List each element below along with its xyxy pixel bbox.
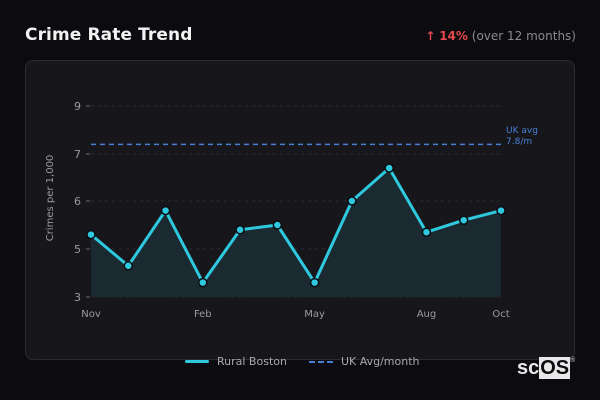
series-points [86, 163, 506, 288]
data-point[interactable] [86, 229, 96, 240]
legend-series-label: Rural Boston [217, 355, 287, 368]
y-axis-label: Crimes per 1,000 [45, 155, 56, 242]
legend-reference-label: UK Avg/month [340, 355, 420, 368]
svg-text:7: 7 [74, 148, 81, 161]
reference-annotation-value: 7.8/m [506, 137, 532, 147]
dashed-line-swatch-icon [308, 360, 333, 363]
svg-text:5: 5 [74, 243, 81, 256]
chart-title: Crime Rate Trend [25, 25, 193, 45]
svg-text:9: 9 [74, 100, 81, 113]
y-axis-ticks: 3 5 6 7 9 [74, 100, 90, 304]
svg-text:Aug: Aug [417, 309, 437, 320]
trend-delta: ↑ 14% (over 12 months) [425, 29, 576, 43]
data-point[interactable] [272, 220, 283, 230]
svg-text:Nov: Nov [81, 309, 101, 320]
up-arrow-icon: ↑ [425, 29, 436, 43]
data-point[interactable] [309, 277, 320, 288]
data-point[interactable] [458, 215, 469, 225]
svg-text:3: 3 [74, 291, 81, 304]
reference-annotation: UK avg [506, 126, 538, 136]
data-point[interactable] [421, 227, 432, 237]
data-point[interactable] [123, 261, 134, 271]
data-point[interactable] [235, 225, 245, 235]
solid-line-swatch-icon [185, 360, 209, 363]
chart-legend: Rural Boston UK Avg/month [185, 355, 420, 368]
data-point[interactable] [347, 196, 357, 206]
data-point[interactable] [384, 163, 394, 173]
data-point[interactable] [496, 205, 506, 216]
delta-note: (over 12 months) [471, 29, 576, 43]
svg-text:6: 6 [74, 195, 81, 208]
svg-text:Feb: Feb [194, 309, 212, 320]
svg-text:Oct: Oct [492, 309, 509, 320]
delta-value: 14% [439, 29, 468, 43]
svg-text:May: May [304, 309, 325, 320]
data-point[interactable] [198, 277, 208, 288]
chart-card [25, 60, 575, 360]
legend-item-reference[interactable]: UK Avg/month [308, 355, 420, 368]
data-point[interactable] [160, 205, 171, 216]
scos-logo: scOS® [517, 357, 576, 379]
legend-item-series[interactable]: Rural Boston [185, 355, 287, 368]
x-axis-ticks: Nov Feb May Aug Oct [81, 309, 509, 320]
series-line [90, 166, 502, 285]
